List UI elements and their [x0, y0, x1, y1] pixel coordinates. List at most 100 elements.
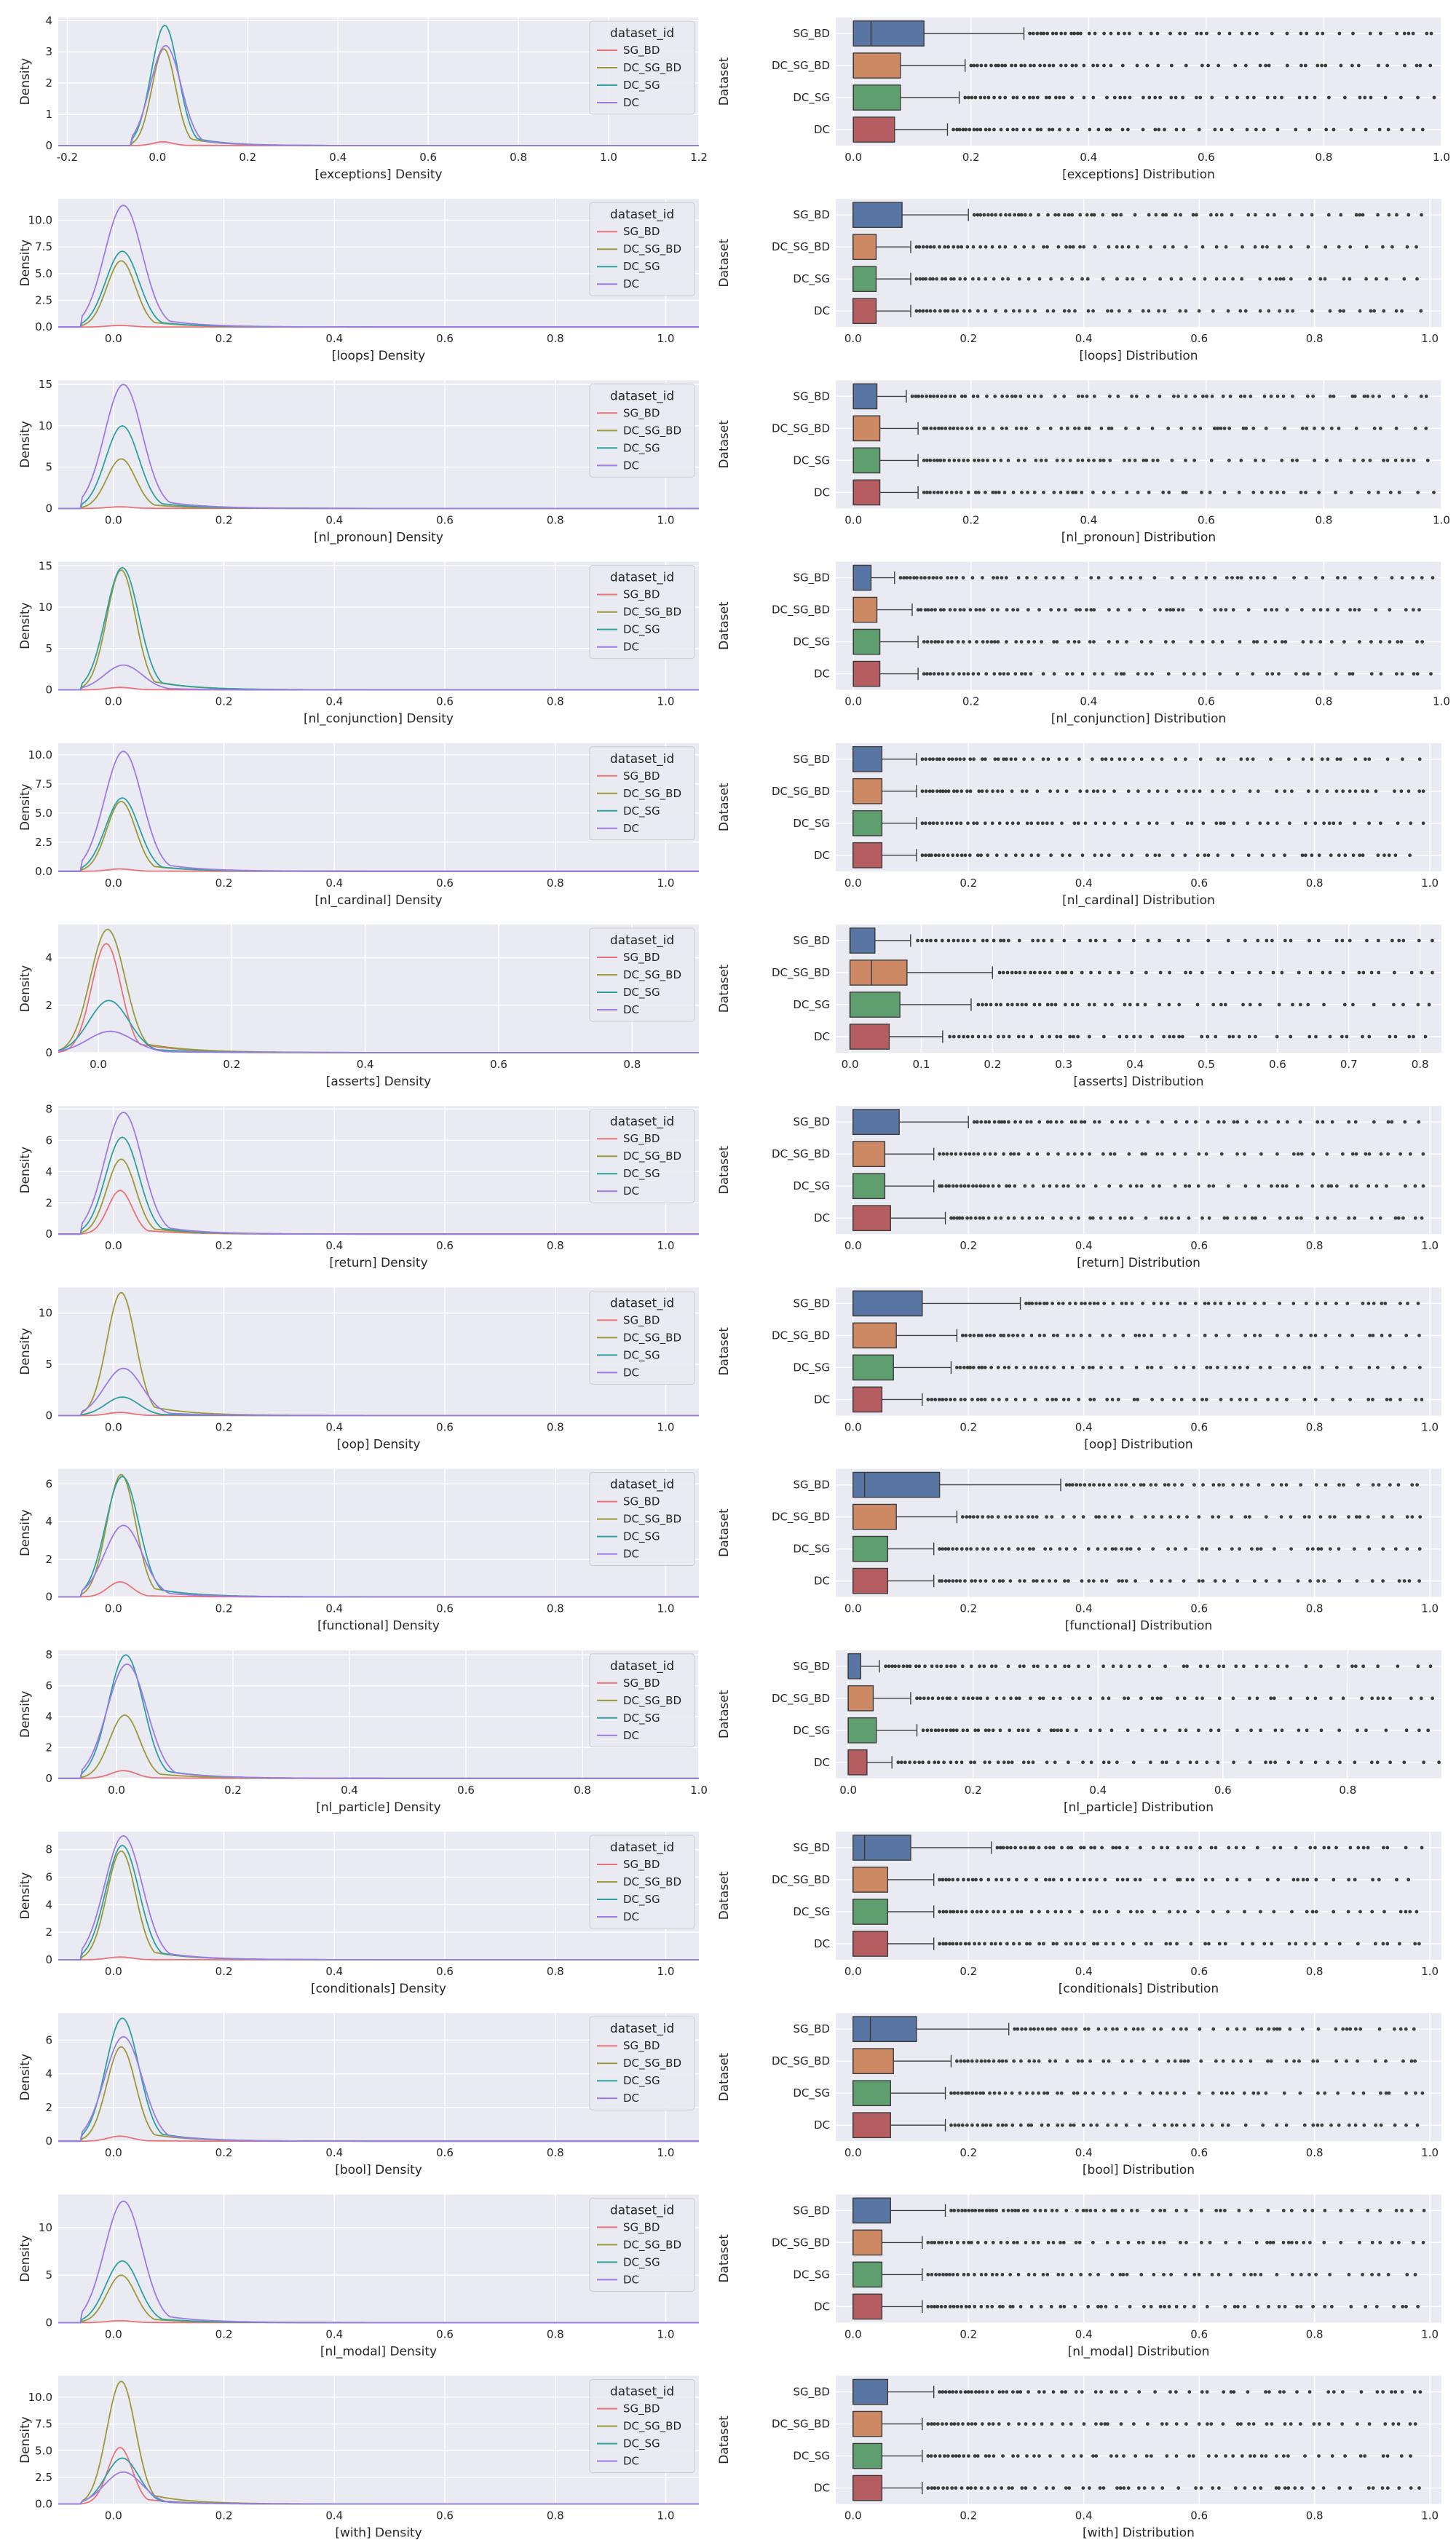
- outlier-point: [1233, 2305, 1237, 2308]
- outlier-point: [1040, 1034, 1045, 1039]
- outlier-point: [954, 491, 959, 494]
- outlier-point: [928, 309, 933, 313]
- outlier-point: [968, 309, 972, 313]
- outlier-point: [1161, 491, 1166, 494]
- outlier-point: [1432, 95, 1436, 100]
- outlier-point: [994, 309, 998, 313]
- outlier-point: [1142, 2486, 1147, 2490]
- outliers-DC_SG: [921, 1728, 1431, 1733]
- outlier-point: [1072, 821, 1077, 826]
- outlier-point: [1107, 1483, 1112, 1487]
- outlier-point: [1025, 821, 1029, 826]
- outlier-point: [1393, 853, 1398, 858]
- outlier-point: [1395, 31, 1399, 36]
- outlier-point: [1398, 1398, 1402, 1401]
- outlier-point: [1042, 245, 1045, 249]
- outlier-point: [957, 127, 962, 132]
- outlier-point: [944, 1398, 949, 1401]
- outlier-point: [981, 1547, 985, 1551]
- outlier-point: [1151, 1845, 1155, 1850]
- outlier-point: [1187, 2390, 1192, 2394]
- outlier-point: [1006, 2209, 1010, 2212]
- outlier-point: [1110, 1120, 1114, 1124]
- x-tick-label: 0.6: [1190, 2327, 1208, 2341]
- outlier-point: [1055, 1184, 1059, 1188]
- outlier-point: [1029, 1120, 1033, 1124]
- outlier-point: [1018, 1120, 1023, 1124]
- outlier-point: [1141, 127, 1145, 132]
- outlier-point: [1151, 1515, 1155, 1519]
- x-tick-label: 1.0: [1433, 513, 1450, 526]
- x-tick-label: 0.6: [1214, 1784, 1232, 1797]
- outlier-point: [1419, 1696, 1423, 1701]
- outlier-point: [1341, 2390, 1345, 2394]
- outlier-point: [1112, 821, 1116, 826]
- outlier-point: [1278, 309, 1281, 313]
- outlier-point: [1412, 608, 1415, 612]
- outlier-point: [1119, 1184, 1123, 1188]
- outlier-point: [1384, 2059, 1388, 2063]
- outlier-point: [1091, 491, 1095, 494]
- outlier-point: [955, 127, 959, 132]
- outlier-point: [1086, 1664, 1091, 1669]
- outlier-point: [1418, 1515, 1423, 1519]
- outlier-point: [1060, 2123, 1064, 2127]
- outlier-point: [978, 245, 982, 249]
- outlier-point: [1370, 1910, 1374, 1914]
- legend-label: DC: [623, 2455, 639, 2468]
- outlier-point: [1219, 1398, 1223, 1401]
- x-tick-label: 0.4: [1080, 151, 1097, 164]
- outlier-point: [1313, 821, 1318, 826]
- outlier-point: [1002, 1696, 1006, 1701]
- outlier-point: [1053, 95, 1058, 100]
- outlier-point: [1198, 2027, 1202, 2031]
- outlier-point: [1026, 608, 1030, 612]
- outlier-point: [1409, 2059, 1414, 2063]
- outlier-point: [1141, 1302, 1144, 1305]
- box-DC: [849, 1024, 890, 1050]
- outlier-point: [1378, 2241, 1382, 2244]
- outlier-point: [1069, 1216, 1073, 1220]
- outlier-point: [1210, 2123, 1214, 2127]
- outlier-point: [1151, 2241, 1155, 2244]
- outlier-point: [930, 608, 934, 612]
- outlier-point: [1046, 2241, 1051, 2244]
- outlier-point: [930, 2241, 934, 2244]
- outlier-point: [1173, 1483, 1176, 1487]
- outlier-point: [1050, 938, 1054, 943]
- outlier-point: [1378, 1216, 1382, 1220]
- outlier-point: [1007, 2422, 1010, 2426]
- outlier-point: [1061, 1515, 1065, 1519]
- outlier-point: [1109, 1152, 1112, 1156]
- outlier-point: [1337, 245, 1341, 249]
- box-SG_BD: [852, 20, 925, 47]
- outlier-point: [1150, 1398, 1154, 1401]
- outlier-point: [1248, 1002, 1252, 1007]
- outlier-point: [1176, 1696, 1179, 1701]
- outlier-point: [1026, 1515, 1030, 1519]
- outlier-point: [990, 245, 994, 249]
- box-DC: [852, 1205, 891, 1232]
- outlier-point: [1069, 970, 1074, 975]
- plot-area: [836, 1832, 1441, 1960]
- x-tick-label: 0.4: [325, 1602, 343, 1615]
- outlier-point: [1072, 2091, 1076, 2095]
- outlier-point: [1400, 459, 1404, 462]
- outlier-point: [1244, 427, 1249, 430]
- x-tick-label: 0.0: [105, 2146, 122, 2159]
- outlier-point: [967, 1184, 970, 1188]
- outlier-point: [1369, 309, 1373, 313]
- outlier-point: [1080, 1120, 1083, 1124]
- outlier-point: [1184, 2209, 1188, 2212]
- legend-label: DC_SG: [623, 986, 660, 1000]
- outlier-point: [1080, 491, 1084, 494]
- outlier-point: [1327, 95, 1331, 100]
- outliers-DC: [926, 2486, 1421, 2490]
- outlier-point: [1239, 576, 1243, 579]
- outlier-point: [1311, 395, 1315, 398]
- outlier-point: [1232, 1760, 1235, 1765]
- outlier-point: [1356, 2059, 1359, 2063]
- outlier-point: [1088, 1878, 1092, 1882]
- outlier-point: [1337, 31, 1342, 36]
- outlier-point: [1421, 1152, 1425, 1156]
